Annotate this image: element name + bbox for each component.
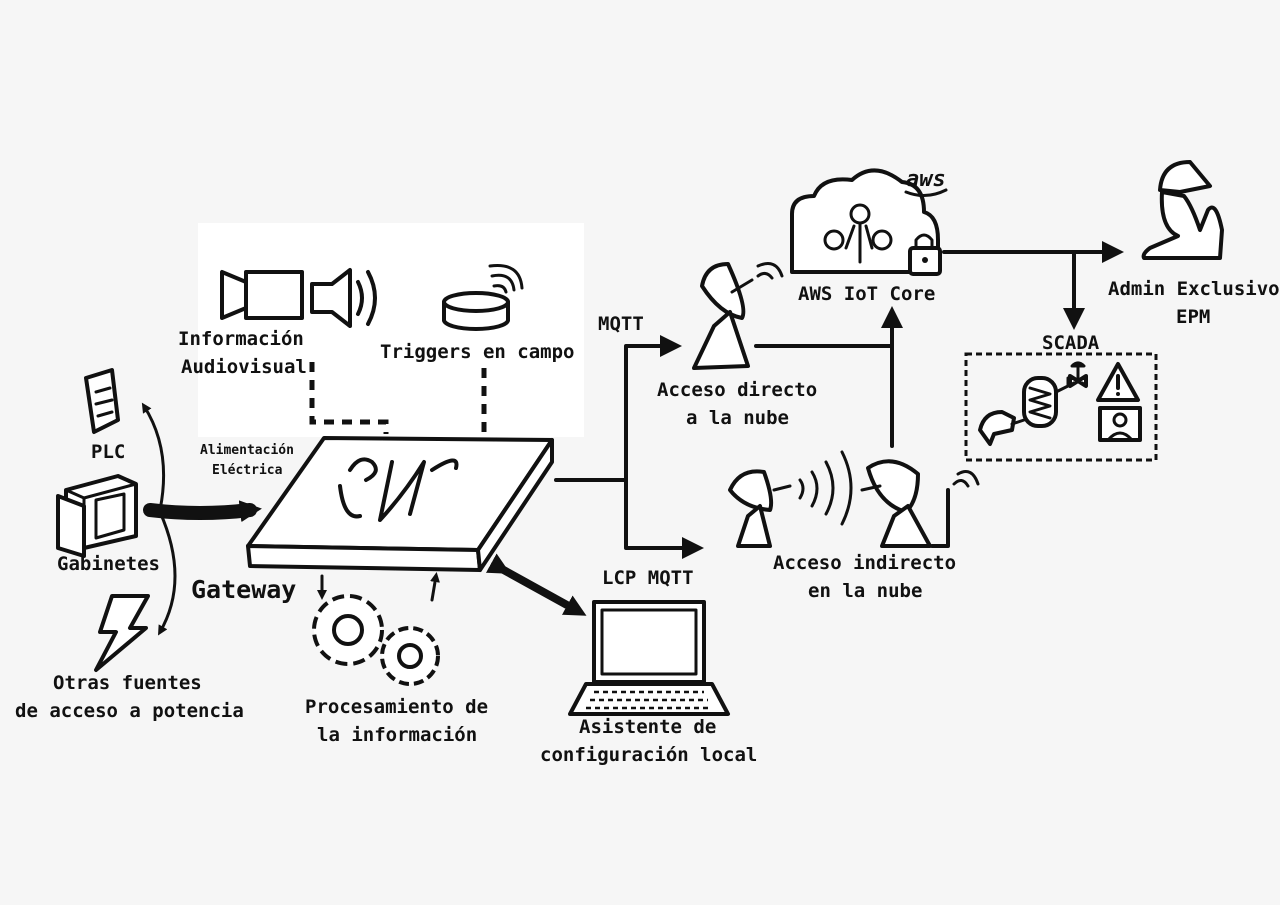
asistente-label-1: Asistente de bbox=[579, 716, 716, 738]
gabinetes-label: Gabinetes bbox=[57, 553, 160, 575]
gateway-device-icon bbox=[246, 436, 554, 572]
plc-label: PLC bbox=[91, 441, 125, 463]
cloud-icon bbox=[790, 168, 940, 274]
satellite-dish-icon bbox=[728, 450, 853, 548]
scada-panel-icon bbox=[964, 352, 1158, 462]
lightning-icon bbox=[94, 594, 150, 672]
acceso-directo-label-1: Acceso directo bbox=[657, 379, 817, 401]
acceso-indirecto-label-2: en la nube bbox=[808, 580, 922, 602]
cabinet-icon bbox=[56, 474, 138, 558]
speaker-icon bbox=[310, 268, 377, 328]
aws-smile-icon bbox=[904, 188, 948, 197]
gears-icon bbox=[312, 594, 440, 686]
power-arrow bbox=[143, 500, 262, 523]
mqtt-branch-indirect bbox=[624, 478, 704, 559]
alimentacion-label-2: Eléctrica bbox=[212, 463, 283, 478]
gateway-label: Gateway bbox=[191, 575, 296, 604]
audiovisual-label-2: Audiovisual bbox=[181, 356, 307, 378]
laptop-icon bbox=[568, 600, 730, 716]
acceso-directo-label-2: a la nube bbox=[686, 407, 789, 429]
satellite-dish-icon bbox=[860, 459, 980, 548]
aws-iot-core-label: AWS IoT Core bbox=[798, 283, 935, 305]
alimentacion-label-1: Alimentación bbox=[200, 443, 294, 458]
admin-label-1: Admin Exclusivo bbox=[1108, 278, 1280, 300]
admin-user-icon bbox=[1141, 160, 1224, 260]
process-in-arrow bbox=[430, 572, 440, 602]
aws-logo: aws bbox=[906, 167, 946, 192]
audiovisual-link bbox=[309, 362, 389, 434]
admin-label-2: EPM bbox=[1176, 306, 1210, 328]
procesamiento-label-2: la información bbox=[317, 724, 477, 746]
otras-fuentes-label-2: de acceso a potencia bbox=[15, 700, 244, 722]
acceso-indirecto-label-1: Acceso indirecto bbox=[773, 552, 956, 574]
sensors-panel bbox=[198, 223, 584, 437]
sensor-trigger-icon bbox=[442, 263, 524, 331]
mqtt-branch bbox=[554, 335, 682, 482]
scada-label: SCADA bbox=[1042, 332, 1100, 354]
otras-fuentes-label-1: Otras fuentes bbox=[53, 672, 202, 694]
power-feed-arrow bbox=[158, 510, 177, 636]
lcp-mqtt-label: LCP MQTT bbox=[602, 567, 694, 589]
plc-icon bbox=[84, 368, 120, 434]
lock-icon bbox=[908, 233, 942, 276]
video-camera-icon bbox=[220, 270, 304, 320]
plc-feed-arrow bbox=[141, 402, 166, 512]
satellite-dish-icon bbox=[692, 262, 784, 370]
procesamiento-label-1: Procesamiento de bbox=[305, 696, 488, 718]
asistente-label-2: configuración local bbox=[540, 744, 757, 766]
triggers-label: Triggers en campo bbox=[380, 341, 574, 363]
indirect-to-scada-link bbox=[930, 488, 950, 548]
audiovisual-label-1: Información bbox=[178, 328, 304, 350]
mqtt-label: MQTT bbox=[598, 313, 644, 335]
local-config-arrow bbox=[485, 553, 587, 616]
